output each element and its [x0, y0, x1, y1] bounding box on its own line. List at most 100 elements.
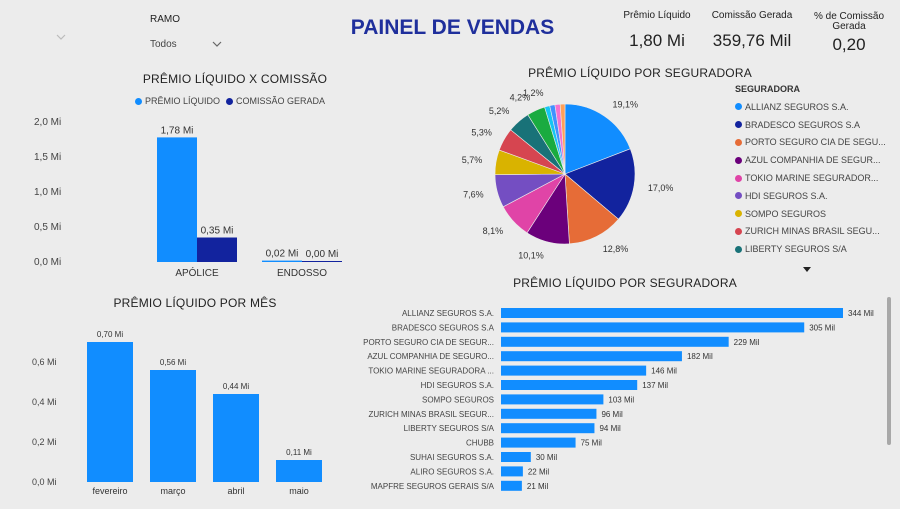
legend-item[interactable]: AZUL COMPANHIA DE SEGUR...	[735, 151, 881, 169]
ramo-filter-value[interactable]: Todos	[150, 38, 177, 50]
y-tick-label: TOKIO MARINE SEGURADORA ...	[368, 367, 494, 376]
data-label: 0,00 Mi	[306, 249, 339, 260]
y-tick-label: 1,5 Mi	[34, 152, 61, 163]
chart-title: PRÊMIO LÍQUIDO POR MÊS	[113, 296, 277, 310]
x-tick-label: março	[160, 486, 185, 496]
kpi-value: 0,20	[832, 35, 866, 54]
y-tick-label: PORTO SEGURO CIA DE SEGUR...	[363, 338, 494, 347]
chevron-down-icon[interactable]	[212, 35, 222, 53]
legend-label: SOMPO SEGUROS	[745, 208, 827, 219]
data-label: 30 Mil	[536, 453, 558, 462]
legend-item[interactable]: TOKIO MARINE SEGURADOR...	[735, 169, 880, 187]
bar	[501, 423, 595, 434]
x-tick-label: maio	[289, 486, 309, 496]
chart-title: PRÊMIO LÍQUIDO POR SEGURADORA	[513, 276, 737, 290]
data-label: 182 Mil	[687, 352, 713, 361]
x-tick-label: APÓLICE	[175, 266, 219, 279]
premio-comissao-chart: 0,0 Mi 0,5 Mi 1,0 Mi 1,5 Mi 2,0 Mi 1,78 Mi 0,3…	[34, 117, 342, 279]
kpi-label: Comissão Gerada	[711, 10, 793, 21]
legend-label: PRÊMIO LÍQUIDO	[145, 96, 221, 106]
slice-label: 4,2%	[510, 93, 531, 103]
legend-dot	[135, 97, 142, 105]
legend-dot	[226, 97, 234, 105]
legend-title: SEGURADORA	[735, 84, 801, 94]
scrollbar[interactable]	[887, 297, 891, 445]
kpi-label: Prêmio Líquido	[623, 10, 691, 21]
legend-dot	[735, 156, 742, 164]
kpi-card-percentual: % de Comissão Gerada 0,20	[808, 12, 890, 55]
legend-label: PORTO SEGURO CIA DE SEGU...	[745, 137, 886, 148]
y-tick-label: 0,2 Mi	[32, 437, 57, 447]
bar	[302, 261, 342, 262]
legend-label: COMISSÃO GERADA	[236, 96, 326, 106]
data-label: 0,70 Mi	[97, 330, 123, 339]
data-label: 75 Mil	[581, 439, 603, 448]
legend-label: TOKIO MARINE SEGURADOR...	[745, 173, 879, 184]
y-tick-label: 0,6 Mi	[32, 357, 57, 367]
y-tick-label: 0,0 Mi	[32, 477, 57, 487]
pie-legend: SEGURADORA ALLIANZ SEGUROS S.A. BRADESCO …	[735, 84, 886, 278]
data-label: 94 Mil	[599, 424, 621, 433]
legend-dot	[735, 174, 742, 182]
legend-item[interactable]: ALLIANZ SEGUROS S.A.	[735, 98, 880, 116]
ramo-filter[interactable]: RAMO Todos	[150, 14, 230, 54]
legend-dot	[735, 103, 742, 111]
legend-label: AZUL COMPANHIA DE SEGUR...	[745, 155, 881, 166]
slice-label: 10,1%	[518, 250, 544, 260]
kpi-value: 1,80 Mi	[629, 31, 685, 50]
bar	[501, 380, 638, 390]
seguradora-bar-chart: ALLIANZ SEGUROS S.A. 344 Mil BRADESCO SEGU…	[363, 308, 874, 491]
legend-item[interactable]: SOMPO SEGUROS	[735, 205, 880, 223]
slice-label: 5,2%	[489, 106, 510, 116]
slice-label: 1,2%	[523, 88, 544, 98]
x-tick-label: ENDOSSO	[277, 268, 327, 279]
y-tick-label: 1,0 Mi	[34, 187, 61, 198]
bar	[501, 452, 531, 462]
bar	[150, 370, 196, 482]
y-tick-label: 2,0 Mi	[34, 117, 61, 128]
chevron-down-icon[interactable]	[56, 28, 66, 40]
legend-item[interactable]: PORTO SEGURO CIA DE SEGU...	[735, 134, 886, 152]
data-label: 0,02 Mi	[266, 249, 299, 260]
bar	[157, 137, 197, 262]
legend-label: BRADESCO SEGUROS S.A	[745, 119, 861, 130]
bar	[276, 460, 322, 482]
scroll-down-icon[interactable]	[803, 260, 880, 278]
data-label: 96 Mil	[601, 410, 623, 419]
kpi-label: % de Comissão Gerada	[813, 11, 885, 32]
bar	[501, 351, 682, 362]
y-tick-label: CHUBB	[466, 439, 494, 448]
pie-slice	[564, 103, 631, 175]
legend-item[interactable]: BRADESCO SEGUROS S.A	[735, 116, 880, 134]
kpi-card-comissao: Comissão Gerada 359,76 Mil	[704, 10, 800, 51]
data-label: 1,78 Mi	[161, 125, 194, 136]
bar	[501, 394, 604, 405]
legend-item[interactable]: PRÊMIO LÍQUIDO	[135, 96, 220, 106]
kpi-card-premio: Prêmio Líquido 1,80 Mi	[612, 10, 702, 51]
y-tick-label: SUHAI SEGUROS S.A.	[410, 453, 494, 462]
slice-label: 7,6%	[463, 190, 484, 200]
y-tick-label: LIBERTY SEGUROS S/A	[404, 424, 495, 433]
legend-item[interactable]: ZURICH MINAS BRASIL SEGU...	[735, 223, 880, 241]
y-tick-label: 0,0 Mi	[34, 257, 61, 268]
ramo-filter-label: RAMO	[150, 14, 180, 25]
legend-item[interactable]: COMISSÃO GERADA	[226, 96, 325, 106]
data-label: 146 Mil	[651, 367, 677, 376]
data-label: 229 Mil	[734, 338, 760, 347]
pie-slice	[559, 103, 566, 175]
seguradora-pie-chart: 19,1% 17,0% 12,8% 10,1% 8,1% 7,6% 5,7% 5,3% 5,2%…	[462, 88, 674, 261]
x-tick-label: abril	[227, 486, 244, 496]
data-label: 22 Mil	[528, 467, 550, 476]
legend-label: HDI SEGUROS S.A.	[745, 190, 828, 201]
data-label: 344 Mil	[848, 309, 874, 318]
data-label: 305 Mil	[809, 323, 835, 332]
legend-dot	[735, 210, 742, 218]
legend-item[interactable]: LIBERTY SEGUROS S/A	[735, 240, 880, 258]
legend-label: ALLIANZ SEGUROS S.A.	[745, 101, 849, 112]
legend-item[interactable]: HDI SEGUROS S.A.	[735, 187, 880, 205]
x-tick-label: fevereiro	[92, 486, 127, 496]
kpi-value: 359,76 Mil	[712, 31, 792, 50]
bar	[501, 322, 805, 333]
y-tick-label: 0,4 Mi	[32, 397, 57, 407]
bar	[197, 237, 237, 262]
